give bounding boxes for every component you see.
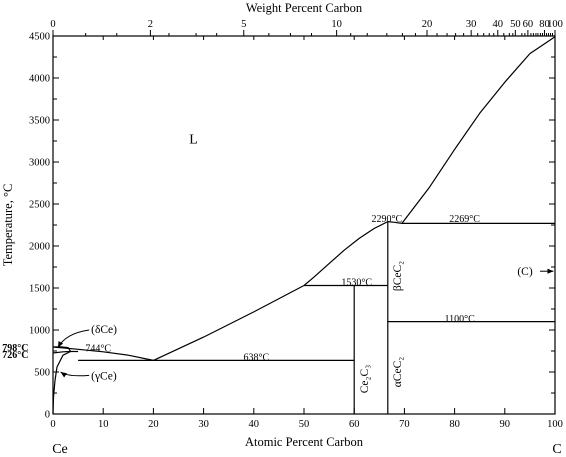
x-tick-label: 10 — [98, 419, 109, 430]
y-tick-label: 2500 — [29, 200, 50, 211]
x-tick-label: 30 — [198, 419, 209, 430]
y-tick-label: 4500 — [29, 32, 50, 43]
x-axis-ticks: 0 10 20 30 40 50 60 70 80 90 100 — [50, 36, 563, 430]
annotation-labels: L 2290°C 2269°C 1530°C 1100°C 744°C 638°C 798°C… — [2, 132, 533, 382]
phase-boundary-7 — [52, 350, 71, 354]
phase-label-ce2c3: Ce₂C₃ — [359, 365, 371, 393]
annotation-3: 2269°C — [449, 214, 480, 225]
phase-boundary-1 — [52, 346, 154, 361]
x-tick-label: 70 — [399, 419, 410, 430]
element-label-c: C — [552, 442, 561, 457]
y-tick-label: 3500 — [29, 116, 50, 127]
x-tick-label: 100 — [547, 419, 563, 430]
annotation-8: 798°C — [2, 343, 28, 354]
top-tick-label: 40 — [493, 19, 504, 30]
x-tick-label: 80 — [449, 419, 460, 430]
top-tick-label: 80 — [539, 19, 550, 30]
annotation-12: (C) — [517, 266, 533, 278]
x-tick-label: 50 — [299, 419, 310, 430]
y-tick-label: 4000 — [29, 74, 50, 85]
phase-label-beta-cec2: βCeC₂ — [392, 261, 404, 291]
top-axis-title: Weight Percent Carbon — [246, 1, 363, 15]
annotation-11: (γCe) — [91, 370, 117, 382]
y-axis-title: Temperature, °C — [1, 184, 15, 267]
y-tick-label: 0 — [45, 410, 50, 421]
plot-frame — [52, 35, 556, 415]
y-tick-label: 500 — [34, 368, 50, 379]
phase-boundary-8 — [52, 350, 71, 415]
x-tick-label: 20 — [148, 419, 159, 430]
x-tick-label: 0 — [50, 419, 55, 430]
x-tick-label: 60 — [349, 419, 360, 430]
top-tick-label: 50 — [510, 19, 521, 30]
annotation-9: 726°C — [2, 350, 28, 361]
phase-boundary-2 — [153, 284, 305, 361]
x-tick-label: 90 — [500, 419, 511, 430]
phase-boundary-5 — [401, 36, 556, 224]
phase-boundary-6 — [52, 346, 72, 352]
top-tick-label: 0 — [50, 19, 55, 30]
phase-boundaries — [52, 36, 556, 415]
phase-boundary-4 — [387, 221, 402, 224]
x-axis-title: Atomic Percent Carbon — [245, 435, 364, 449]
top-tick-label: 60 — [523, 19, 534, 30]
annotation-1: L — [189, 132, 198, 147]
phase-boundary-3 — [303, 221, 389, 286]
y-tick-label: 3000 — [29, 158, 50, 169]
gamma-ce-arrow-head — [60, 372, 67, 378]
y-axis-ticks: 0 500 1000 1500 2000 2500 3000 3500 4000 4500 — [29, 32, 555, 421]
annotation-2: 2290°C — [371, 214, 402, 225]
c-phase-arrow-head — [547, 268, 554, 274]
annotation-6: 744°C — [85, 344, 111, 355]
y-tick-label: 2000 — [29, 242, 50, 253]
annotation-4: 1530°C — [341, 278, 372, 289]
y-tick-label: 1500 — [29, 284, 50, 295]
top-tick-label: 2 — [148, 19, 153, 30]
annotation-5: 1100°C — [444, 314, 475, 325]
annotation-arrows — [57, 268, 554, 378]
annotation-7: 638°C — [243, 353, 269, 364]
annotation-10: (δCe) — [91, 324, 117, 336]
element-label-ce: Ce — [52, 442, 68, 457]
y-tick-label: 1000 — [29, 326, 50, 337]
top-tick-label: 10 — [331, 19, 342, 30]
top-tick-label: 100 — [547, 19, 563, 30]
top-tick-label: 20 — [422, 19, 433, 30]
delta-ce-arrow-head — [58, 341, 64, 348]
phase-label-alpha-cec2: αCeC₂ — [392, 357, 404, 387]
x-tick-label: 40 — [249, 419, 260, 430]
top-tick-label: 5 — [241, 19, 246, 30]
top-tick-label: 30 — [466, 19, 477, 30]
